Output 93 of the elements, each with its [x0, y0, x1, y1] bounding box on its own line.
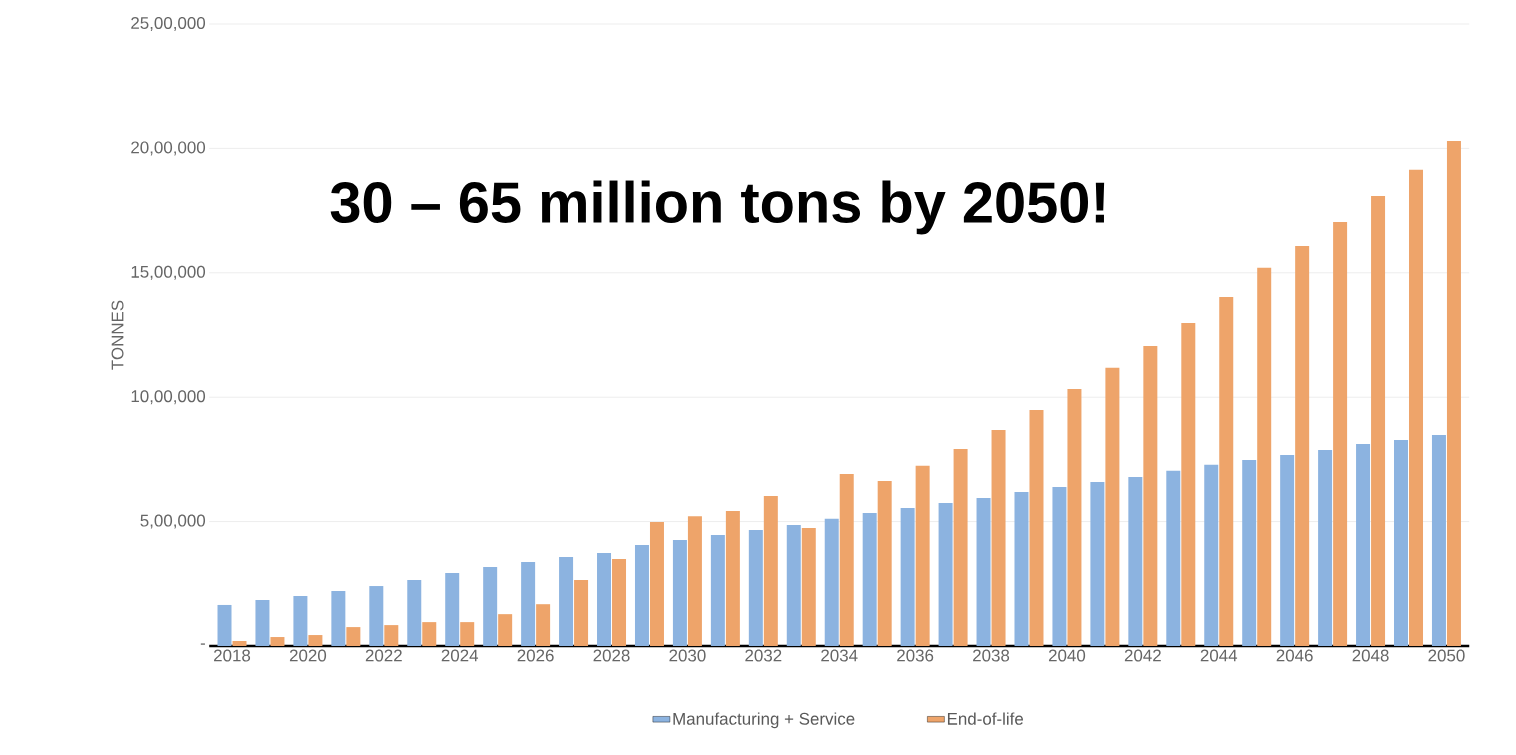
bar: [445, 573, 460, 646]
x-tick-label: 2036: [897, 649, 934, 662]
bar: [991, 430, 1006, 646]
bar: [1067, 388, 1082, 646]
bar: [862, 512, 877, 646]
bar: [1105, 367, 1120, 646]
bar: [1356, 443, 1371, 646]
bar: [1409, 169, 1424, 646]
x-tick-label: 2048: [1352, 649, 1389, 662]
x-tick-label: 2038: [973, 649, 1010, 662]
bar: [763, 495, 778, 646]
bar: [710, 535, 725, 646]
x-tick-label: 2032: [745, 649, 782, 662]
bar: [232, 641, 247, 646]
bar: [1446, 140, 1461, 646]
bar: [597, 552, 612, 646]
annotation: 30 – 65 million tons by 2050!: [330, 180, 1105, 235]
bar: [976, 497, 991, 646]
bar: [900, 507, 915, 646]
bar: [1295, 245, 1310, 646]
x-tick-label: 2042: [1124, 649, 1161, 662]
x-tick-label: 2050: [1428, 649, 1465, 662]
bar: [255, 599, 270, 646]
bar: [1431, 435, 1446, 646]
x-tick-label: 2026: [517, 649, 554, 662]
y-tick-label: 15,00,000: [131, 265, 206, 280]
y-axis-title: TONNES: [111, 300, 124, 370]
bar: [1280, 454, 1295, 646]
bar: [953, 448, 968, 646]
bar: [559, 556, 574, 646]
y-tick-label: 5,00,000: [140, 514, 206, 529]
x-tick-label: 2020: [289, 649, 327, 662]
bar: [1204, 464, 1219, 646]
bar: [574, 580, 589, 646]
bar: [1166, 470, 1181, 646]
x-tick-label: 2028: [593, 649, 630, 662]
bar: [786, 525, 801, 646]
bar: [331, 591, 346, 646]
bar: [536, 604, 551, 646]
bar: [839, 474, 854, 646]
y-tick-label: 20,00,000: [131, 141, 206, 156]
bar: [1318, 449, 1333, 646]
legend-label: End-of-life: [947, 712, 1024, 725]
x-tick-label: 2024: [441, 649, 479, 662]
x-tick-label: 2040: [1048, 649, 1086, 662]
bar: [498, 614, 513, 646]
y-tick-label: 25,00,000: [131, 16, 206, 31]
bar: [460, 622, 475, 646]
bar: [801, 528, 816, 646]
bar: [1242, 459, 1257, 646]
bar: [369, 586, 384, 646]
bar: [1333, 222, 1348, 646]
bar: [483, 566, 498, 646]
y-tick-label: 10,00,000: [131, 390, 206, 405]
bar: [687, 516, 702, 646]
bar: [1143, 345, 1158, 646]
bar: [824, 518, 839, 646]
bar: [422, 622, 437, 646]
bar: [346, 627, 361, 646]
x-tick-label: 2034: [821, 649, 858, 662]
bar: [1029, 409, 1044, 646]
bar: [672, 540, 687, 646]
bar: [1052, 487, 1067, 646]
legend-label: Manufacturing + Service: [673, 712, 855, 729]
bar: [1257, 267, 1272, 646]
x-tick-label: 2044: [1200, 649, 1238, 662]
bar: [725, 510, 740, 646]
bar: [308, 635, 323, 646]
x-tick-label: 2030: [669, 649, 706, 662]
bar: [384, 625, 399, 646]
bar: [1181, 323, 1196, 646]
bar: [915, 465, 930, 646]
bar: [748, 530, 763, 646]
bar: [270, 637, 285, 646]
bar: [649, 522, 664, 646]
bar: [1219, 296, 1234, 646]
y-tick-label: -: [200, 643, 205, 645]
bar: [877, 481, 892, 646]
bar: [1128, 477, 1143, 646]
bar: [1394, 439, 1409, 646]
bar: [938, 502, 953, 646]
bar: [521, 561, 536, 646]
bar: [1014, 491, 1029, 646]
bar: [1090, 482, 1105, 646]
bar: [293, 595, 308, 646]
bar: [634, 544, 649, 646]
bar: [1371, 195, 1386, 646]
x-tick-label: 2046: [1276, 649, 1313, 662]
x-tick-label: 2022: [365, 649, 402, 662]
bar: [217, 604, 232, 646]
x-tick-label: 2018: [214, 649, 251, 662]
bar: [407, 580, 422, 646]
bar: [612, 558, 627, 646]
